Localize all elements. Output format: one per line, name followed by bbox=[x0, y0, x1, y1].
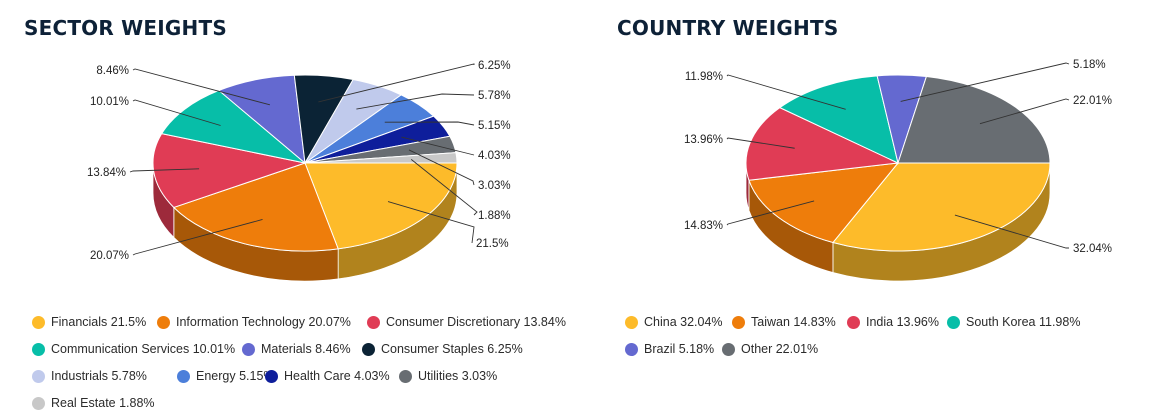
country-leader-brazil bbox=[900, 62, 1070, 102]
sector-data-label-consumer-discretionary: 13.84% bbox=[87, 167, 126, 179]
sector-data-label-real-estate: 1.88% bbox=[478, 210, 511, 222]
sector-data-label-information-technology: 20.07% bbox=[90, 250, 129, 262]
sector-data-label-energy: 5.15% bbox=[478, 120, 511, 132]
sector-legend-item-financials[interactable]: Financials 21.5% bbox=[32, 315, 146, 329]
legend-label: Utilities 3.03% bbox=[418, 369, 498, 383]
country-legend-item-other[interactable]: Other 22.01% bbox=[722, 342, 818, 356]
legend-marker-icon bbox=[265, 369, 278, 383]
country-leader-south-korea bbox=[726, 74, 846, 110]
country-legend-item-china[interactable]: China 32.04% bbox=[625, 315, 723, 329]
sector-leader-information-technology bbox=[132, 219, 263, 256]
sector-data-label-utilities: 3.03% bbox=[478, 180, 511, 192]
legend-marker-icon bbox=[399, 369, 412, 383]
sector-legend-item-utilities[interactable]: Utilities 3.03% bbox=[399, 369, 497, 383]
legend-label: Consumer Discretionary 13.84% bbox=[386, 315, 566, 329]
sector-slice-financials[interactable] bbox=[304, 162, 458, 250]
legend-marker-icon bbox=[32, 342, 45, 356]
sector-leader-materials bbox=[132, 68, 271, 106]
legend-label: Health Care 4.03% bbox=[284, 369, 390, 383]
sector-leader-real-estate bbox=[410, 159, 478, 216]
legend-marker-icon bbox=[847, 315, 860, 329]
country-legend-item-taiwan[interactable]: Taiwan 14.83% bbox=[732, 315, 836, 329]
legend-marker-icon bbox=[625, 315, 638, 329]
legend-label: Financials 21.5% bbox=[51, 315, 147, 329]
legend-marker-icon bbox=[32, 369, 45, 383]
country-data-label-india: 13.96% bbox=[684, 134, 723, 146]
sector-data-label-health-care: 4.03% bbox=[478, 150, 511, 162]
country-slice-other[interactable] bbox=[897, 76, 1051, 164]
sector-data-label-consumer-staples: 6.25% bbox=[478, 60, 511, 72]
sector-slice-information-technology[interactable] bbox=[172, 162, 339, 252]
sector-legend-item-information-technology[interactable]: Information Technology 20.07% bbox=[157, 315, 351, 329]
sector-legend-item-energy[interactable]: Energy 5.15% bbox=[177, 369, 275, 383]
legend-label: Communication Services 10.01% bbox=[51, 342, 236, 356]
country-legend-item-south-korea[interactable]: South Korea 11.98% bbox=[947, 315, 1080, 329]
legend-label: Consumer Staples 6.25% bbox=[381, 342, 523, 356]
country-slice-india[interactable] bbox=[745, 107, 900, 181]
legend-label: Industrials 5.78% bbox=[51, 369, 147, 383]
legend-marker-icon bbox=[947, 315, 960, 329]
sector-weights-title: SECTOR WEIGHTS bbox=[24, 16, 227, 40]
sector-legend-item-industrials[interactable]: Industrials 5.78% bbox=[32, 369, 147, 383]
legend-label: Taiwan 14.83% bbox=[751, 315, 836, 329]
country-slice-taiwan[interactable] bbox=[748, 162, 900, 244]
sector-legend-item-health-care[interactable]: Health Care 4.03% bbox=[265, 369, 390, 383]
legend-marker-icon bbox=[242, 342, 255, 356]
legend-label: India 13.96% bbox=[866, 315, 939, 329]
legend-marker-icon bbox=[157, 315, 170, 329]
country-data-label-china: 32.04% bbox=[1073, 243, 1112, 255]
sector-leader-consumer-staples bbox=[318, 63, 475, 103]
legend-label: Materials 8.46% bbox=[261, 342, 351, 356]
sector-legend-item-real-estate[interactable]: Real Estate 1.88% bbox=[32, 396, 155, 410]
legend-label: Other 22.01% bbox=[741, 342, 819, 356]
sector-legend-item-materials[interactable]: Materials 8.46% bbox=[242, 342, 351, 356]
sector-legend-item-consumer-discretionary[interactable]: Consumer Discretionary 13.84% bbox=[367, 315, 566, 329]
country-legend-item-brazil[interactable]: Brazil 5.18% bbox=[625, 342, 714, 356]
legend-marker-icon bbox=[32, 396, 45, 410]
sector-legend-item-communication-services[interactable]: Communication Services 10.01% bbox=[32, 342, 235, 356]
sector-leader-financials bbox=[387, 201, 475, 244]
country-leader-other bbox=[979, 98, 1070, 125]
sector-leader-utilities bbox=[408, 149, 475, 186]
legend-label: Brazil 5.18% bbox=[644, 342, 715, 356]
country-data-label-other: 22.01% bbox=[1073, 95, 1112, 107]
sector-pie: 21.5% 20.07% 13.84% 10.01% 8.46% 6.25% 5.78% 5.… bbox=[87, 60, 511, 282]
legend-marker-icon bbox=[367, 315, 380, 329]
country-legend-item-india[interactable]: India 13.96% bbox=[847, 315, 939, 329]
country-data-label-south-korea: 11.98% bbox=[685, 71, 723, 83]
sector-slice-consumer-discretionary[interactable] bbox=[152, 133, 307, 209]
sector-leader-communication-services bbox=[132, 99, 221, 126]
sector-data-label-materials: 8.46% bbox=[96, 65, 129, 77]
legend-label: South Korea 11.98% bbox=[966, 315, 1081, 329]
sector-data-label-industrials: 5.78% bbox=[478, 90, 511, 102]
sector-leader-energy bbox=[384, 121, 475, 126]
country-data-label-brazil: 5.18% bbox=[1073, 59, 1106, 71]
legend-label: Real Estate 1.88% bbox=[51, 396, 155, 410]
legend-marker-icon bbox=[362, 342, 375, 356]
country-weights-title: COUNTRY WEIGHTS bbox=[617, 16, 839, 40]
country-leader-china bbox=[954, 214, 1069, 249]
country-slice-china[interactable] bbox=[832, 162, 1051, 252]
legend-marker-icon bbox=[32, 315, 45, 329]
sector-leader-health-care bbox=[401, 136, 475, 156]
legend-marker-icon bbox=[625, 342, 638, 356]
sector-data-label-financials: 21.5% bbox=[476, 238, 509, 250]
sector-slice-communication-services[interactable] bbox=[160, 89, 306, 164]
sector-data-label-communication-services: 10.01% bbox=[90, 96, 129, 108]
country-slice-south-korea[interactable] bbox=[778, 75, 899, 164]
country-leader-taiwan bbox=[726, 200, 815, 226]
country-leader-india bbox=[726, 137, 795, 149]
country-data-label-taiwan: 14.83% bbox=[684, 220, 723, 232]
legend-marker-icon bbox=[177, 369, 190, 383]
country-pie: 32.04% 14.83% 13.96% 11.98% 5.18% 22.01% bbox=[684, 59, 1112, 282]
sector-legend-item-consumer-staples[interactable]: Consumer Staples 6.25% bbox=[362, 342, 523, 356]
legend-label: China 32.04% bbox=[644, 315, 723, 329]
sector-leader-consumer-discretionary bbox=[129, 168, 200, 173]
legend-label: Information Technology 20.07% bbox=[176, 315, 351, 329]
sector-leader-industrials bbox=[356, 93, 475, 110]
legend-marker-icon bbox=[722, 342, 735, 356]
legend-label: Energy 5.15% bbox=[196, 369, 275, 383]
legend-marker-icon bbox=[732, 315, 745, 329]
